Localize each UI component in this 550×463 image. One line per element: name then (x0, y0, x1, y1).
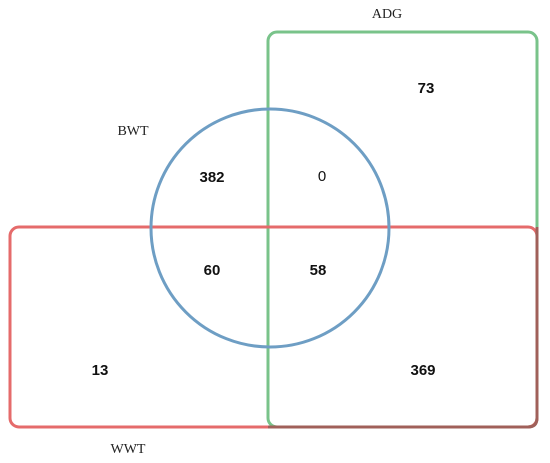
region-count: 73 (418, 80, 435, 97)
bwt-set (149, 107, 391, 349)
region-count: 369 (410, 362, 435, 379)
set-label: BWT (117, 124, 149, 139)
adg-set (266, 30, 539, 429)
region-count: 13 (92, 362, 109, 379)
region-count: 60 (204, 262, 221, 279)
set-label: ADG (372, 7, 402, 22)
region-count: 382 (199, 169, 224, 186)
adg-wwt-overlap-edge (268, 227, 539, 429)
region-count: 0 (318, 168, 326, 185)
wwt-set (8, 225, 539, 429)
set-label: WWT (111, 442, 146, 457)
region-count: 58 (310, 262, 327, 279)
